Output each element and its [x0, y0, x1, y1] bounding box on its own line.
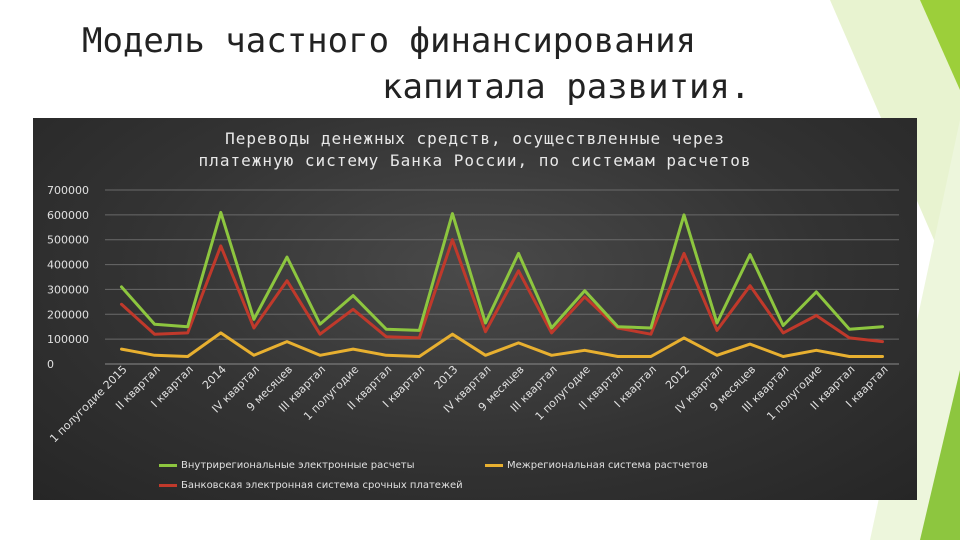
deco-triangle-dark: [920, 370, 960, 540]
series-line-0: [120, 210, 884, 332]
x-tick-label: 2014: [200, 363, 229, 392]
y-tick-label: 700000: [47, 184, 89, 197]
y-tick-label: 400000: [47, 259, 89, 272]
legend-item-interregional: Межрегиональная система растчетов: [485, 460, 708, 471]
legend-label-intraregional: Внутрирегиональные электронные расчеты: [181, 460, 415, 471]
slide-title-line1: Модель частного финансирования: [82, 21, 697, 61]
chart-title: Переводы денежных средств, осуществленны…: [33, 128, 917, 172]
slide-title-line2: капитала развития.: [382, 67, 751, 107]
chart-title-line1: Переводы денежных средств, осуществленны…: [225, 129, 725, 148]
series-line-2: [120, 238, 884, 344]
legend-label-interregional: Межрегиональная система растчетов: [507, 460, 708, 471]
y-tick-label: 100000: [47, 333, 89, 346]
series-line-1: [120, 331, 884, 358]
y-tick-label: 200000: [47, 308, 89, 321]
y-tick-label: 300000: [47, 283, 89, 296]
chart-title-line2: платежную систему Банка России, по систе…: [198, 151, 752, 170]
x-tick-label: 2012: [663, 363, 692, 392]
legend-item-intraregional: Внутрирегиональные электронные расчеты: [159, 460, 415, 471]
line-chart: 700000 600000 500000 400000 300000 200000 1000…: [47, 184, 899, 445]
y-tick-label: 600000: [47, 209, 89, 222]
legend-swatch-intraregional: [159, 464, 177, 467]
legend-label-bessp: Банковская электронная система срочных п…: [181, 480, 463, 491]
legend-item-bessp: Банковская электронная система срочных п…: [159, 480, 463, 491]
deco-triangle-green: [920, 0, 960, 90]
legend-swatch-interregional: [485, 464, 503, 467]
legend-swatch-bessp: [159, 484, 177, 487]
chart-panel: Переводы денежных средств, осуществленны…: [33, 118, 917, 500]
x-tick-label: 2013: [432, 363, 461, 392]
y-tick-label: 500000: [47, 234, 89, 247]
y-tick-label: 0: [47, 358, 54, 371]
